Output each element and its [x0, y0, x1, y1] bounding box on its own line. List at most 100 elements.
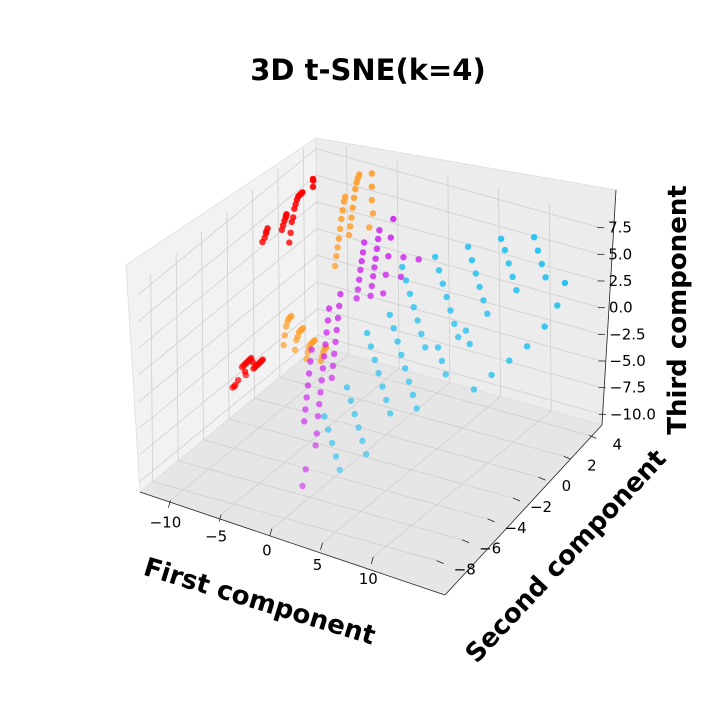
scatter-point-series-3 [354, 286, 362, 293]
scatter-point-series-3 [325, 305, 333, 312]
y-tick-label: −4 [505, 519, 527, 537]
scatter-point-series-3 [390, 215, 397, 223]
scatter-point-series-3 [308, 346, 315, 353]
scatter-point-series-2 [340, 198, 348, 205]
scatter-point-series-4 [451, 320, 458, 327]
y-tick-mark [436, 560, 444, 564]
scatter-point-series-2 [368, 170, 375, 177]
scatter-point-series-3 [301, 418, 308, 425]
scatter-point-series-4 [332, 453, 340, 460]
z-gridline [138, 254, 602, 402]
scatter-point-series-4 [386, 311, 393, 318]
x-tick-mark [320, 542, 323, 550]
z-tick-label: 5.0 [608, 245, 632, 263]
scatter-point-series-3 [376, 227, 383, 234]
scatter-point-series-4 [472, 270, 479, 277]
scatter-point-series-4 [468, 257, 476, 264]
z-gridline [138, 228, 601, 375]
scatter-point-series-3 [316, 401, 323, 408]
scatter-point-series-4 [476, 283, 483, 291]
scatter-point-series-4 [363, 329, 371, 337]
z-tick-label: −10.0 [610, 405, 656, 423]
scatter-point-series-4 [399, 263, 406, 271]
scatter-point-series-2 [293, 336, 300, 344]
scatter-point-series-2 [282, 323, 290, 330]
scatter-point-series-4 [435, 267, 443, 274]
scatter-point-series-3 [333, 326, 340, 334]
scatter-point-series-3 [385, 253, 392, 260]
y-tick-mark [512, 497, 521, 502]
scatter-point-series-2 [350, 194, 358, 202]
z-tick-label: 2.5 [609, 272, 633, 290]
scatter-point-series-4 [480, 297, 487, 304]
scatter-point-series-1 [231, 383, 238, 390]
scatter-point-series-1 [286, 239, 293, 246]
scatter-point-series-4 [506, 357, 513, 364]
scatter-point-series-1 [242, 371, 249, 379]
scatter-point-series-1 [288, 218, 295, 226]
scatter-point-series-3 [299, 482, 306, 490]
scatter-point-series-3 [302, 466, 309, 473]
grid-lines [137, 146, 603, 561]
scatter-point-series-3 [387, 234, 394, 241]
y-tick-label: 2 [587, 456, 597, 474]
y-tick-mark [589, 435, 597, 439]
scatter-point-series-4 [390, 325, 397, 332]
scatter-point-series-3 [329, 362, 337, 369]
scatter-point-series-4 [406, 290, 414, 297]
scatter-point-series-2 [280, 341, 287, 349]
scatter-point-series-3 [415, 256, 422, 263]
scatter-point-series-3 [397, 273, 405, 281]
scatter-point-series-4 [351, 410, 358, 418]
scatter-point-series-3 [328, 374, 335, 381]
x-gridline [271, 174, 451, 529]
scatter-point-series-4 [464, 243, 472, 250]
z-tick-label: 0.0 [609, 299, 633, 317]
x-tick-mark [370, 556, 374, 565]
y-gridline [150, 273, 437, 561]
scatter-point-series-4 [405, 378, 413, 385]
y-gridline [201, 231, 488, 520]
scatter-point-series-3 [369, 273, 377, 280]
scatter-point-series-2 [347, 223, 354, 230]
y-axis-line [444, 424, 603, 596]
scatter-point-series-3 [331, 350, 338, 358]
y-tick-mark [461, 539, 470, 544]
axis-lines [139, 189, 617, 596]
scatter-point-series-3 [324, 317, 332, 324]
x-tick-mark [218, 514, 222, 522]
scatter-point-series-4 [379, 383, 386, 390]
x-tick-label: 10 [359, 570, 378, 588]
scatter-point-series-4 [409, 391, 417, 399]
scatter-point-series-4 [501, 246, 509, 254]
scatter-point-series-3 [358, 257, 365, 265]
scatter-point-series-2 [281, 332, 288, 339]
z-gridline [137, 148, 601, 295]
scatter-point-series-2 [348, 214, 355, 221]
scatter-point-series-3 [322, 341, 329, 348]
scatter-point-series-4 [422, 344, 429, 351]
y-tick-label: −6 [479, 540, 501, 558]
z-tick-label: −2.5 [609, 325, 645, 343]
scatter-point-series-4 [538, 260, 545, 268]
x-tick-label: 5 [313, 556, 323, 574]
scatter-point-series-4 [410, 304, 417, 311]
scatter-point-series-3 [336, 302, 343, 310]
z-gridline [139, 281, 602, 429]
scatter-point-series-4 [394, 338, 401, 345]
scatter-point-series-3 [312, 442, 319, 449]
scatter-point-series-2 [349, 204, 356, 211]
scatter-points [229, 170, 569, 490]
scatter-point-series-4 [432, 253, 439, 261]
z-axis-title: Third component [663, 185, 693, 435]
scatter-point-series-4 [484, 310, 491, 317]
scatter-point-series-2 [368, 183, 375, 190]
scatter-point-series-3 [361, 239, 368, 246]
scatter-point-series-4 [439, 280, 446, 287]
scatter-point-series-2 [291, 346, 299, 353]
scatter-point-series-4 [541, 323, 548, 330]
scatter-point-series-2 [333, 253, 340, 260]
scatter-point-series-4 [418, 330, 425, 338]
scatter-point-series-2 [317, 357, 324, 365]
